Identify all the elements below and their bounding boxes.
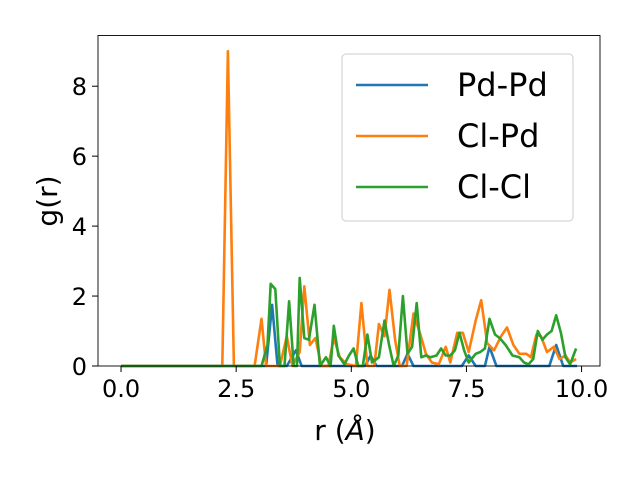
y-axis-label: g(r) xyxy=(31,175,64,226)
x-tick-label: 7.5 xyxy=(447,375,485,403)
legend-label-cl-pd: Cl-Pd xyxy=(457,117,539,155)
y-tick-label: 0 xyxy=(72,353,87,381)
y-tick-label: 4 xyxy=(72,213,87,241)
x-tick-label: 5.0 xyxy=(332,375,370,403)
x-tick-label: 2.5 xyxy=(217,375,255,403)
y-tick-label: 8 xyxy=(72,73,87,101)
y-axis-ticks: 0 2 4 6 8 xyxy=(72,73,98,381)
x-axis-label: r (Å) xyxy=(314,413,375,447)
x-tick-label: 0.0 xyxy=(102,375,140,403)
y-tick-label: 2 xyxy=(72,283,87,311)
x-axis-label-unit: Å xyxy=(344,413,365,447)
series-line-cl-cl xyxy=(121,276,578,368)
legend-label-cl-cl: Cl-Cl xyxy=(457,168,531,206)
legend-label-pd-pd: Pd-Pd xyxy=(457,66,548,104)
plot-frame xyxy=(97,35,601,367)
x-axis-ticks: 0.0 2.5 5.0 7.5 10.0 xyxy=(102,366,608,403)
x-axis-label-suffix: ) xyxy=(365,414,376,447)
legend: Pd-Pd Cl-Pd Cl-Cl xyxy=(341,53,574,222)
x-tick-label: 10.0 xyxy=(555,375,608,403)
y-tick-label: 6 xyxy=(72,143,87,171)
x-axis-label-prefix: r ( xyxy=(314,414,345,447)
legend-box xyxy=(341,53,574,222)
